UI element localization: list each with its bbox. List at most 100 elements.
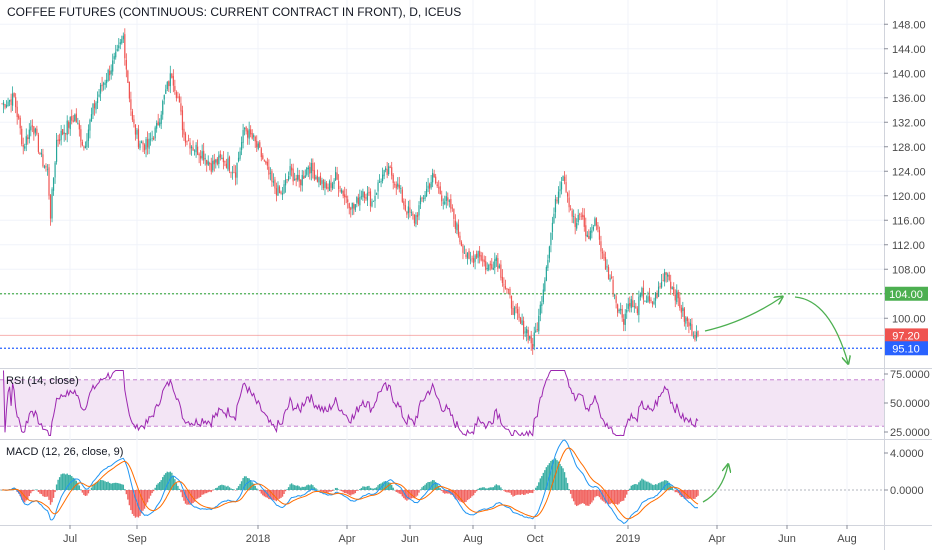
macd-hist-bar bbox=[337, 489, 340, 490]
macd-hist-bar bbox=[230, 488, 232, 490]
macd-hist-bar bbox=[369, 487, 372, 490]
price-axis[interactable]: 148.00 144.00 140.00 136.00 132.00 128.00 124.… bbox=[884, 19, 926, 325]
candle-body bbox=[39, 153, 41, 154]
candle-body bbox=[691, 324, 693, 335]
macd-hist-bar bbox=[668, 482, 670, 490]
candle-body bbox=[397, 183, 399, 187]
candle-body bbox=[60, 130, 62, 140]
candle-body bbox=[479, 250, 481, 257]
candle-body bbox=[7, 101, 9, 106]
candle-body bbox=[406, 211, 408, 215]
macd-hist-bar bbox=[239, 483, 241, 490]
macd-hist-bar bbox=[600, 490, 602, 500]
candle-body bbox=[624, 313, 626, 325]
candle-body bbox=[209, 163, 211, 165]
macd-hist-bar bbox=[240, 481, 243, 490]
macd-hist-bar bbox=[263, 490, 266, 497]
candle-body bbox=[336, 172, 338, 180]
macd-axis[interactable]: 4.0000 0.0000 bbox=[884, 448, 924, 497]
grid-lines bbox=[0, 0, 884, 525]
candle-body bbox=[633, 306, 635, 308]
macd-hist-bar bbox=[521, 490, 523, 495]
candle-body bbox=[438, 187, 440, 189]
candle-body bbox=[92, 103, 94, 115]
macd-hist-bar bbox=[612, 490, 614, 504]
candle-body bbox=[33, 126, 35, 135]
macd-hist-bar bbox=[42, 490, 44, 497]
candle-body bbox=[571, 210, 573, 217]
macd-hist-bar bbox=[559, 463, 561, 490]
candle-body bbox=[547, 259, 549, 268]
time-axis[interactable]: Jul Sep 2018 Apr Jun Aug Oct 2019 Apr Jun Aug bbox=[63, 525, 857, 545]
macd-hist-bar bbox=[84, 490, 87, 496]
time-tick-label: Oct bbox=[526, 533, 543, 545]
macd-hist-bar bbox=[262, 490, 264, 496]
macd-hist-bar bbox=[102, 480, 105, 490]
candle-body bbox=[280, 191, 282, 194]
macd-hist-bar bbox=[571, 490, 573, 499]
macd-hist-bar bbox=[219, 485, 222, 490]
macd-hist-bar bbox=[622, 490, 625, 501]
candle-body bbox=[476, 253, 478, 258]
candle-body bbox=[198, 154, 200, 156]
candle-body bbox=[536, 329, 538, 330]
macd-hist-bar bbox=[303, 486, 305, 490]
candle-body bbox=[309, 167, 311, 174]
macd-hist-bar bbox=[49, 490, 52, 505]
macd-hist-bar bbox=[90, 487, 93, 490]
macd-hist-bar bbox=[116, 482, 118, 490]
macd-hist-bar bbox=[626, 490, 628, 495]
macd-hist-bar bbox=[416, 490, 419, 496]
macd-hist-bar bbox=[27, 490, 29, 500]
macd-hist-bar bbox=[155, 484, 158, 490]
macd-hist-bar bbox=[81, 490, 84, 493]
macd-hist-bar bbox=[68, 474, 70, 490]
candle-body bbox=[210, 163, 212, 172]
candle-body bbox=[422, 197, 425, 199]
candle-body bbox=[492, 267, 494, 270]
rsi-axis[interactable]: 75.0000 50.0000 25.0000 bbox=[884, 369, 930, 439]
macd-hist-bar bbox=[181, 490, 184, 498]
macd-hist-bar bbox=[641, 478, 643, 490]
candle-body bbox=[416, 214, 419, 218]
rsi-band bbox=[0, 379, 884, 427]
candle-body bbox=[574, 217, 576, 227]
candle-body bbox=[664, 272, 666, 282]
candle-body bbox=[676, 290, 678, 303]
macd-hist-bar bbox=[260, 490, 262, 494]
candle-body bbox=[145, 139, 147, 150]
macd-hist-bar bbox=[406, 490, 408, 501]
candle-body bbox=[482, 259, 484, 261]
macd-hist-bar bbox=[309, 485, 311, 490]
candle-body bbox=[201, 151, 203, 159]
candle-body bbox=[645, 301, 648, 303]
macd-hist-bar bbox=[677, 490, 679, 494]
candle-body bbox=[494, 259, 496, 268]
candle-body bbox=[4, 104, 6, 108]
macd-hist-bar bbox=[632, 484, 634, 490]
candle-body bbox=[391, 167, 393, 176]
macd-hist-bar bbox=[61, 473, 64, 490]
candle-body bbox=[269, 172, 271, 174]
macd-hist-bar bbox=[372, 488, 375, 490]
macd-hist-bar bbox=[522, 490, 525, 496]
candle-body bbox=[245, 126, 247, 132]
macd-hist-bar bbox=[356, 490, 358, 491]
macd-hist-bar bbox=[639, 480, 642, 490]
macd-hist-bar bbox=[588, 490, 590, 506]
macd-hist-bar bbox=[565, 477, 567, 490]
candle-body bbox=[216, 158, 218, 165]
candle-body bbox=[371, 201, 373, 207]
macd-hist-bar bbox=[519, 490, 522, 495]
time-tick-label: Aug bbox=[837, 533, 857, 545]
candle-body bbox=[670, 281, 672, 289]
macd-hist-bar bbox=[568, 489, 570, 490]
macd-hist-bar bbox=[550, 461, 552, 490]
candle-body bbox=[106, 79, 108, 84]
macd-hist-bar bbox=[360, 487, 363, 490]
candle-body bbox=[115, 51, 117, 58]
candle-body bbox=[192, 147, 194, 151]
candle-body bbox=[459, 235, 461, 243]
macd-hist-bar bbox=[469, 490, 472, 498]
macd-hist-bar bbox=[618, 490, 620, 504]
